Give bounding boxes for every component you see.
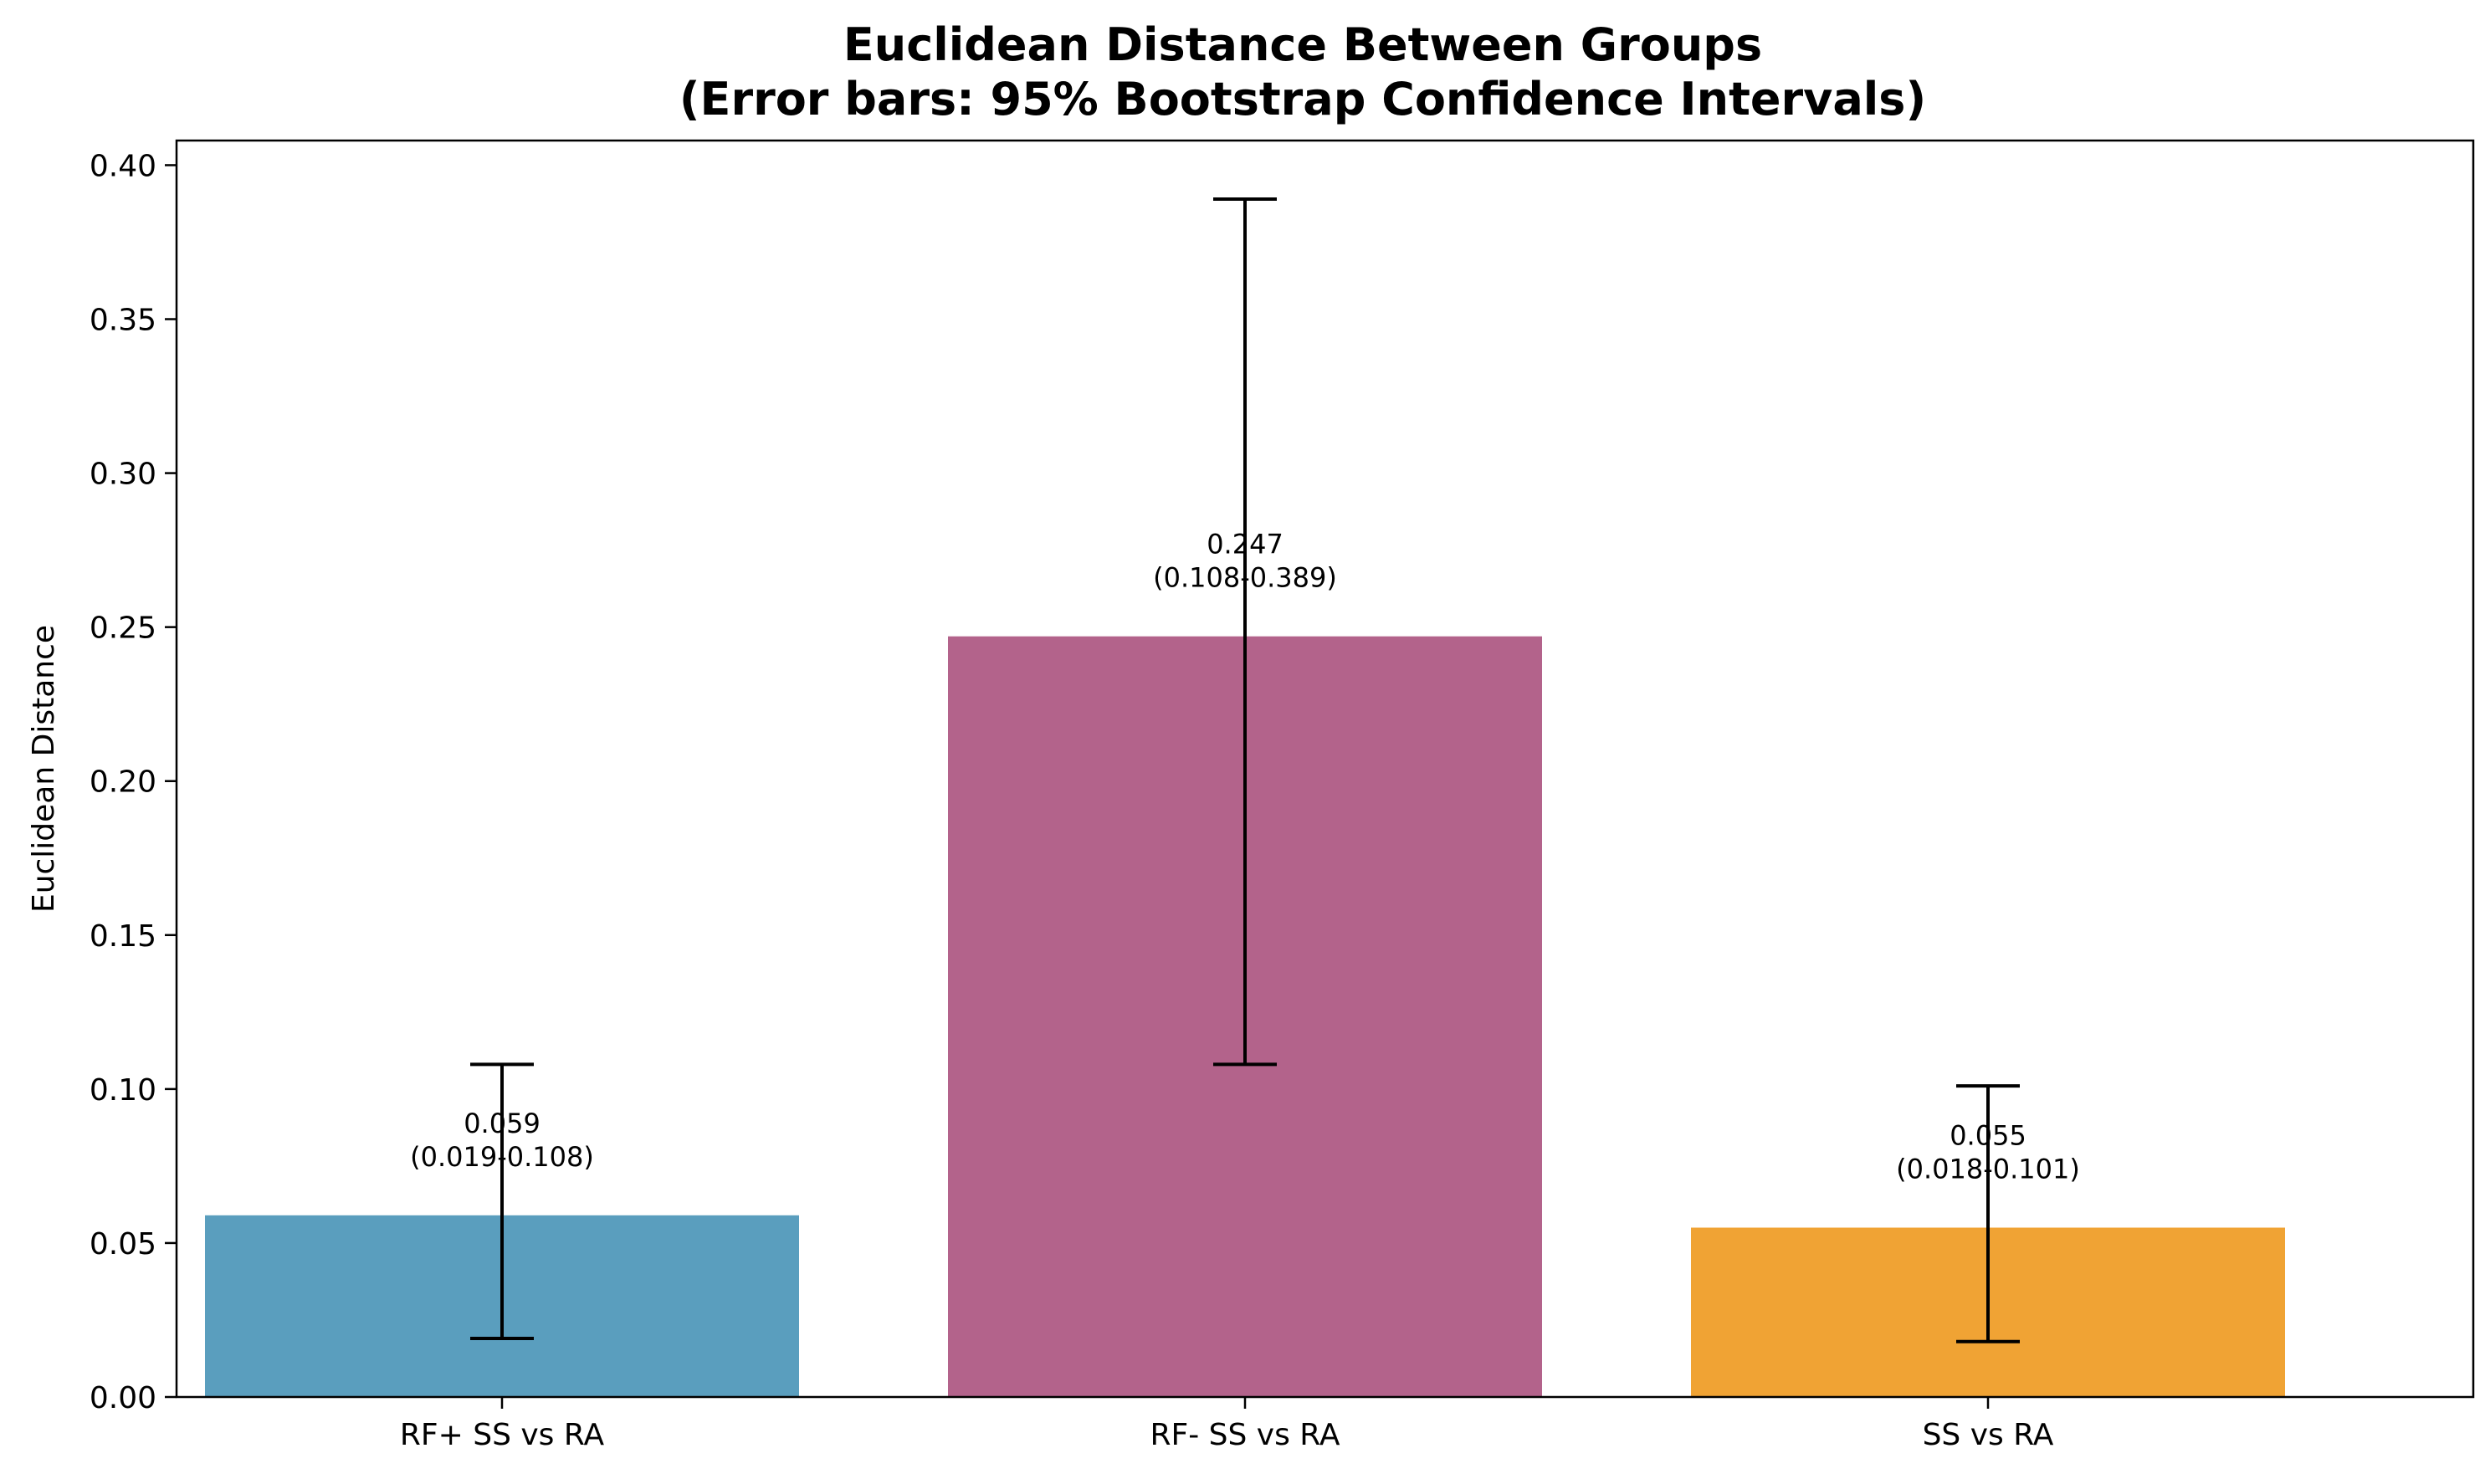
bar-value-label-2: 0.247 [1207, 529, 1283, 560]
y-tick-label-6: 0.25 [90, 612, 156, 646]
y-tick-label-8: 0.35 [90, 304, 156, 338]
bar-value-label-1: 0.059 [464, 1108, 541, 1139]
x-axis-ticks: RF+ SS vs RA RF- SS vs RA SS vs RA [400, 1397, 2054, 1452]
bar-ci-label-2: (0.108-0.389) [1153, 562, 1337, 594]
bar-ci-label-1: (0.019-0.108) [410, 1141, 594, 1173]
chart-subtitle: (Error bars: 95% Bootstrap Confidence In… [679, 73, 1926, 125]
x-tick-label-2: RF- SS vs RA [1150, 1418, 1340, 1452]
plot-frame [175, 139, 2475, 1399]
y-axis-label: Euclidean Distance [27, 625, 61, 913]
y-tick-label-3: 0.10 [90, 1073, 156, 1108]
y-tick-label-7: 0.30 [90, 458, 156, 492]
bar-ci-label-3: (0.018-0.101) [1896, 1154, 2080, 1185]
y-tick-label-5: 0.20 [90, 765, 156, 800]
bar-value-label-3: 0.055 [1950, 1120, 2026, 1152]
y-tick-label-4: 0.15 [90, 919, 156, 954]
y-axis-ticks: 0.00 0.05 0.10 0.15 0.20 0.25 0.30 0.35 0.40 [90, 149, 177, 1415]
bar-annotations-layer: 0.059(0.019-0.108) 0.247(0.108-0.389) 0.05… [410, 529, 2080, 1185]
x-tick-label-1: RF+ SS vs RA [400, 1418, 605, 1452]
x-tick-label-3: SS vs RA [1923, 1418, 2054, 1452]
y-tick-label-1: 0.00 [90, 1381, 156, 1415]
chart-title: Euclidean Distance Between Groups [843, 18, 1762, 71]
y-tick-label-9: 0.40 [90, 149, 156, 183]
error-bars-layer [470, 197, 2020, 1343]
y-tick-label-2: 0.05 [90, 1227, 156, 1261]
